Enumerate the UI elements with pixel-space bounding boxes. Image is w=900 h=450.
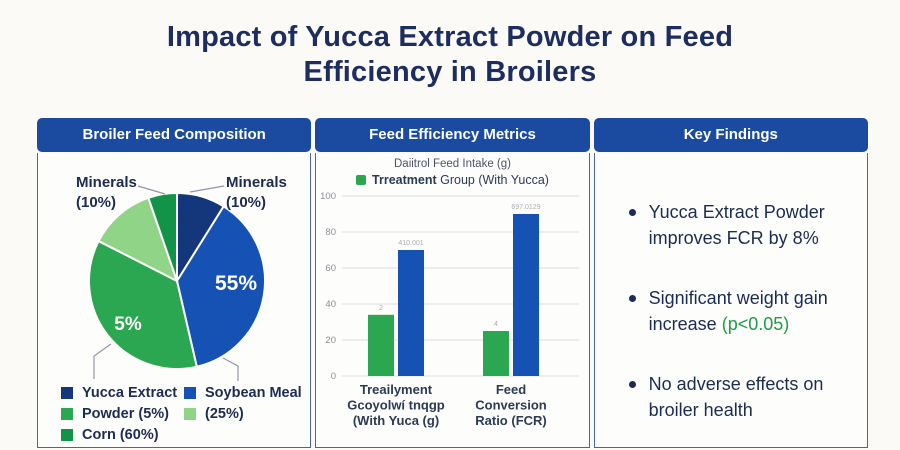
y-axis-tick-label: 40 <box>326 299 337 310</box>
pie-callout-leader <box>189 185 225 193</box>
pie-legend-swatch <box>184 408 196 420</box>
pie-callout-label: Minerals (10%) <box>226 174 287 211</box>
panel-header-feed-composition: Broiler Feed Composition <box>37 118 312 152</box>
pie-legend-column: Soybean Meal (25%) <box>184 385 302 427</box>
key-finding-text: Significant weight gain increase (p<0.05… <box>648 288 828 334</box>
y-axis-tick-label: 60 <box>326 263 337 274</box>
key-finding-item: Yucca Extract Powder improves FCR by 8% <box>628 199 851 251</box>
pie-legend-item: Soybean Meal <box>184 385 302 401</box>
pie-legend-label: Yucca Extract <box>82 385 178 401</box>
bullet-dot <box>628 381 636 388</box>
y-axis-tick-label: 0 <box>331 371 336 382</box>
bar-value-label: 697.0129 <box>512 204 541 211</box>
panel-header-feed-efficiency: Feed Efficiency Metrics <box>315 118 590 152</box>
pie-legend-label: Powder (5%) <box>82 406 170 422</box>
panel-key-findings: Key Findings Yucca Extract Powder improv… <box>593 118 868 448</box>
pie-legend-swatch <box>184 387 196 399</box>
key-finding-text: No adverse effects on broiler health <box>648 374 824 420</box>
bar-legend-swatch <box>356 175 367 185</box>
pie-legend-item: (25%) <box>184 406 302 422</box>
pie-slice-value: 55% <box>215 272 257 295</box>
pie-legend-leader <box>222 357 239 381</box>
key-finding-text: Yucca Extract Powder improves FCR by 8% <box>648 202 825 248</box>
bar-treatment-green <box>368 314 395 376</box>
pie-callout-leader <box>137 185 166 195</box>
bullet-dot <box>628 295 636 302</box>
panel-body-feed-composition: 55% 5% Minerals (10%) Minerals (10%) Yucca Ex… <box>37 153 312 448</box>
page-title: Impact of Yucca Extract Powder on Feed E… <box>166 21 734 89</box>
pie-legend-label: Corn (60%) <box>82 427 159 443</box>
pie-legend-swatch <box>61 408 73 420</box>
bar-chart: 0 20 40 60 80 100 2 4 410.001 697.0129 Treailyment… <box>320 191 580 428</box>
key-finding-item: No adverse effects on broiler health <box>628 371 851 423</box>
pie-slice-value: 5% <box>114 314 142 335</box>
bar-value-label: 2 <box>379 305 383 312</box>
panel-feed-composition: Broiler Feed Composition 55% 5% Minerals (1… <box>37 118 312 448</box>
key-finding-item: Significant weight gain increase (p<0.05… <box>628 285 851 337</box>
bullet-dot <box>628 209 636 216</box>
pie-legend-label: (25%) <box>205 406 244 422</box>
bar-value-label: 4 <box>494 321 498 328</box>
pie-slice <box>176 205 266 368</box>
pie-chart: 55% 5% Minerals (10%) Minerals (10%) <box>76 174 287 381</box>
key-findings-list: Yucca Extract Powder improves FCR by 8% S… <box>628 199 851 447</box>
pie-legend-swatch <box>61 387 73 399</box>
x-axis-category-label: Treailyment Gcoyolwí tnqgp (With Yuca (g) <box>348 382 446 428</box>
pie-legend-label: Soybean Meal <box>205 385 302 401</box>
pie-callout-label: Minerals (10%) <box>76 174 137 211</box>
bar-legend-label: Trreatment Group (With Yucca) <box>372 173 549 187</box>
pie-legend-swatch <box>61 429 73 441</box>
pie-slice <box>97 196 178 282</box>
panel-header-key-findings: Key Findings <box>593 118 868 152</box>
x-axis-category-label: Feed Conversion Ratio (FCR) <box>476 382 548 428</box>
y-axis-tick-label: 80 <box>326 227 337 238</box>
bar-control-blue <box>398 250 425 376</box>
panel-body-feed-efficiency: Daiitrol Feed Intake (g) Trreatment Grou… <box>315 153 590 448</box>
bar-treatment-green <box>483 331 510 376</box>
pie-legend-item: Powder (5%) <box>61 406 177 422</box>
panel-body-key-findings: Yucca Extract Powder improves FCR by 8% S… <box>593 153 868 448</box>
pie-legend-leader <box>93 343 112 379</box>
pie-legend-column: Yucca Extract Powder (5%) Corn (60%) <box>61 385 177 447</box>
pie-legend-item: Yucca Extract <box>61 385 177 401</box>
panels-row: Broiler Feed Composition 55% 5% Minerals (1… <box>37 118 868 448</box>
y-axis-tick-label: 100 <box>320 191 336 202</box>
bar-chart-title: Daiitrol Feed Intake (g) <box>394 158 511 170</box>
pie-legend-item: Corn (60%) <box>61 427 177 443</box>
panel-feed-efficiency: Feed Efficiency Metrics Daiitrol Feed In… <box>315 118 590 448</box>
bar-chart-legend: Trreatment Group (With Yucca) <box>316 173 588 187</box>
y-axis-tick-label: 20 <box>326 335 337 346</box>
bar-value-label: 410.001 <box>399 240 424 247</box>
pie-slice <box>88 240 198 370</box>
bar-control-blue <box>513 214 540 376</box>
pie-slice <box>147 192 178 282</box>
